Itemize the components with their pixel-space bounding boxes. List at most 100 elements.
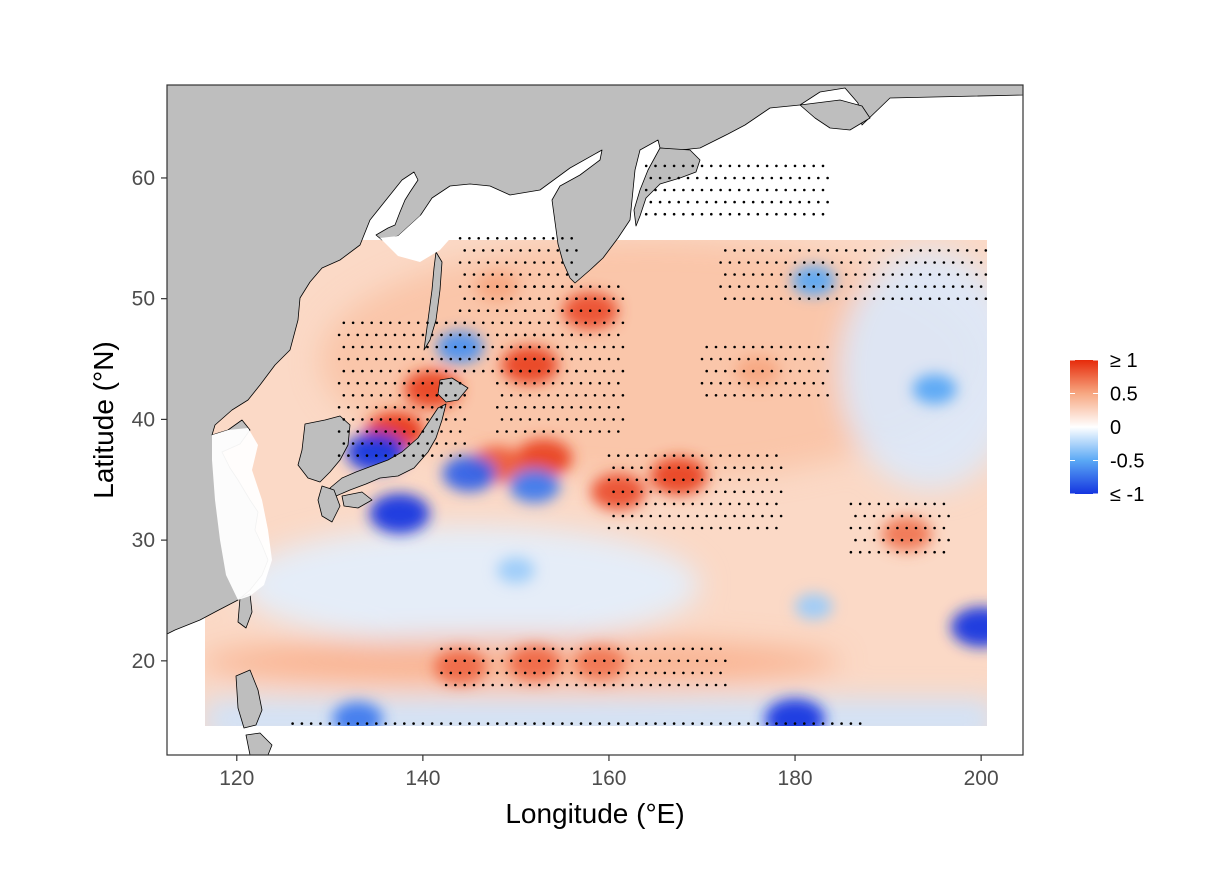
- stipple-dot: [705, 369, 708, 373]
- stipple-dot: [747, 357, 750, 361]
- stipple-dot: [523, 381, 527, 385]
- stipple-dot: [416, 345, 420, 349]
- stipple-dot: [440, 671, 443, 675]
- land-philippines-south: [245, 732, 273, 755]
- stipple-dot: [826, 394, 829, 397]
- stipple-dot: [919, 514, 922, 518]
- stipple-dot: [737, 454, 741, 457]
- stipple-dot: [817, 176, 820, 180]
- stipple-dot: [337, 406, 341, 409]
- stipple-dot: [886, 502, 890, 506]
- stipple-dot: [617, 406, 620, 409]
- stipple-dot: [630, 659, 634, 663]
- stipple-dot: [779, 297, 783, 301]
- stipple-dot: [747, 722, 750, 725]
- stipple-dot: [486, 309, 490, 313]
- stipple-dot: [644, 526, 648, 530]
- stipple-dot: [444, 345, 448, 349]
- stipple-dot: [426, 394, 429, 397]
- stipple-dot: [896, 502, 899, 506]
- stipple-dot: [868, 285, 871, 288]
- stipple-dot: [617, 285, 620, 288]
- stipple-dot: [663, 164, 667, 168]
- anomaly-patch: [735, 356, 780, 387]
- anomaly-patch: [951, 607, 987, 647]
- stipple-dot: [924, 526, 927, 530]
- stipple-dot: [640, 659, 643, 663]
- legend-label: ≥ 1: [1110, 350, 1138, 372]
- stipple-dot: [570, 406, 573, 409]
- stipple-dot: [458, 381, 462, 385]
- stipple-dot: [505, 381, 508, 385]
- stipple-dot: [784, 381, 787, 385]
- stipple-dot: [533, 671, 536, 675]
- stipple-dot: [407, 369, 411, 373]
- stipple-dot: [672, 164, 676, 168]
- stipple-dot: [658, 514, 662, 518]
- stipple-dot: [672, 671, 676, 675]
- stipple-dot: [775, 526, 778, 530]
- stipple-dot: [458, 722, 462, 725]
- stipple-dot: [863, 273, 867, 276]
- stipple-dot: [612, 683, 615, 687]
- stipple-dot: [696, 466, 699, 470]
- stipple-dot: [677, 490, 680, 494]
- stipple-dot: [370, 394, 374, 397]
- stipple-dot: [821, 285, 825, 288]
- stipple-dot: [705, 683, 708, 687]
- stipple-dot: [542, 430, 546, 433]
- stipple-dot: [928, 514, 932, 518]
- stipple-dot: [449, 671, 453, 675]
- stipple-dot: [389, 418, 392, 421]
- stipple-dot: [905, 526, 908, 530]
- stipple-dot: [863, 514, 867, 518]
- stipple-dot: [561, 406, 564, 409]
- stipple-dot: [956, 273, 960, 276]
- stipple-dot: [393, 381, 397, 385]
- stipple-dot: [919, 538, 922, 542]
- stipple-dot: [351, 321, 355, 325]
- stipple-dot: [835, 297, 839, 301]
- stipple-dot: [570, 722, 573, 725]
- stipple-dot: [514, 647, 518, 651]
- stipple-dot: [565, 321, 569, 325]
- stipple-dot: [886, 261, 890, 264]
- stipple-dot: [682, 526, 685, 530]
- stipple-dot: [812, 381, 815, 385]
- stipple-dot: [426, 345, 429, 349]
- stipple-dot: [556, 249, 560, 252]
- stipple-dot: [728, 502, 732, 506]
- stipple-dot: [430, 357, 434, 361]
- stipple-dot: [737, 285, 741, 288]
- stipple-dot: [477, 333, 481, 337]
- stipple-dot: [375, 381, 378, 385]
- stipple-dot: [933, 285, 936, 288]
- stipple-dot: [737, 212, 741, 216]
- stipple-dot: [807, 176, 811, 180]
- stipple-dot: [617, 671, 620, 675]
- stipple-dot: [496, 237, 499, 240]
- stipple-dot: [593, 683, 597, 687]
- anomaly-patch: [434, 649, 487, 685]
- stipple-dot: [714, 369, 718, 373]
- stipple-dot: [700, 671, 704, 675]
- stipple-dot: [849, 722, 853, 725]
- stipple-dot: [598, 671, 601, 675]
- stipple-dot: [733, 394, 736, 397]
- stipple-dot: [654, 188, 657, 192]
- stipple-dot: [724, 683, 727, 687]
- stipple-dot: [500, 369, 504, 373]
- stipple-dot: [728, 164, 732, 168]
- stipple-dot: [658, 490, 662, 494]
- stipple-dot: [970, 285, 974, 288]
- stipple-dot: [486, 285, 490, 288]
- stipple-dot: [584, 297, 587, 301]
- stipple-dot: [482, 683, 485, 687]
- stipple-dot: [770, 514, 774, 518]
- stipple-dot: [696, 176, 699, 180]
- y-tick-label: 40: [132, 408, 155, 431]
- stipple-dot: [342, 345, 346, 349]
- stipple-dot: [598, 333, 601, 337]
- stipple-dot: [551, 357, 555, 361]
